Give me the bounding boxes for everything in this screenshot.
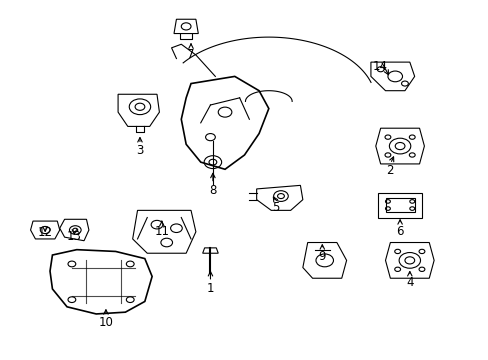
Text: 6: 6 <box>396 225 403 238</box>
Text: 14: 14 <box>372 60 387 73</box>
Text: 9: 9 <box>318 249 325 263</box>
Text: 2: 2 <box>386 164 393 177</box>
Text: 7: 7 <box>187 48 194 61</box>
Text: 10: 10 <box>98 316 113 329</box>
Text: 1: 1 <box>206 282 214 295</box>
Text: 4: 4 <box>405 276 413 289</box>
Text: 8: 8 <box>209 184 216 197</box>
Text: 5: 5 <box>272 202 279 215</box>
Text: 13: 13 <box>67 230 81 243</box>
Text: 3: 3 <box>136 144 143 157</box>
Text: 11: 11 <box>154 225 169 238</box>
Text: 12: 12 <box>38 226 53 239</box>
